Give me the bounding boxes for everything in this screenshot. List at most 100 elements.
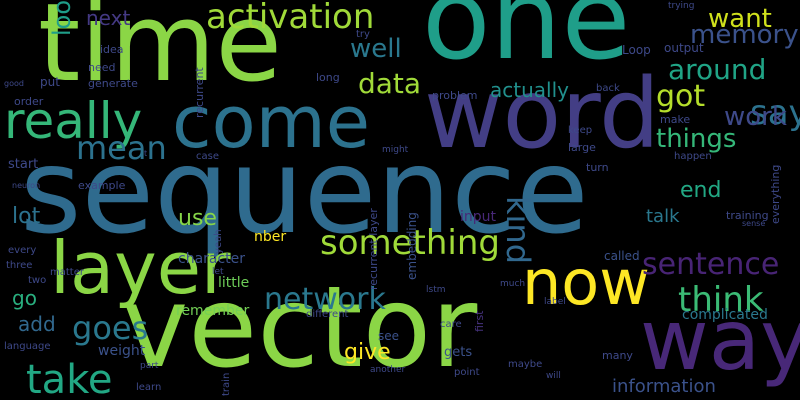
cloud-word: three xyxy=(6,260,33,271)
cloud-word: language xyxy=(4,341,51,352)
cloud-word: start xyxy=(8,157,39,172)
cloud-word: data xyxy=(358,67,422,100)
cloud-word: output xyxy=(664,41,704,55)
cloud-word: way xyxy=(640,291,800,389)
cloud-word: train xyxy=(221,372,232,396)
cloud-word: t xyxy=(144,149,148,158)
cloud-word: put xyxy=(40,75,60,89)
cloud-word: another xyxy=(370,365,406,375)
cloud-word: part xyxy=(140,361,159,371)
cloud-word: character xyxy=(178,251,246,267)
cloud-word: many xyxy=(602,349,633,362)
cloud-word: weight xyxy=(98,343,146,359)
cloud-word: want xyxy=(708,4,772,34)
cloud-word: add xyxy=(18,312,56,336)
cloud-word: lstm xyxy=(426,285,446,295)
cloud-word: everything xyxy=(769,164,782,224)
cloud-word: embedding xyxy=(405,212,419,280)
cloud-word: label xyxy=(544,297,566,307)
cloud-word: point xyxy=(454,367,480,378)
cloud-word: lot xyxy=(12,204,41,229)
cloud-word: goes xyxy=(72,309,149,347)
cloud-word: network xyxy=(264,282,386,317)
cloud-word: think xyxy=(678,280,764,320)
cloud-word: memory xyxy=(690,20,799,50)
cloud-word: word xyxy=(424,58,660,170)
cloud-word: idea xyxy=(100,43,124,56)
cloud-word: first xyxy=(473,310,486,333)
cloud-word: learn xyxy=(136,382,162,393)
cloud-word: say xyxy=(750,93,800,133)
cloud-word: give xyxy=(344,340,391,365)
cloud-word: use xyxy=(178,206,217,231)
cloud-word: recurrent layer xyxy=(367,208,380,290)
cloud-word: go xyxy=(12,286,37,310)
cloud-word: sentence xyxy=(642,247,780,282)
cloud-word: layer xyxy=(50,226,231,310)
cloud-word: really xyxy=(4,92,143,150)
cloud-word: now xyxy=(522,246,650,319)
cloud-word: well xyxy=(350,34,402,64)
cloud-word: look xyxy=(48,0,76,36)
cloud-word: actually xyxy=(490,78,569,102)
cloud-word: sequence xyxy=(20,122,589,260)
cloud-word: next xyxy=(86,6,131,30)
cloud-word: work xyxy=(724,102,787,132)
cloud-word: vector xyxy=(122,263,478,393)
cloud-word: generate xyxy=(88,77,138,90)
cloud-word: nber xyxy=(254,229,287,245)
cloud-word: remember xyxy=(176,303,250,319)
cloud-word: input xyxy=(460,209,497,225)
cloud-word: let xyxy=(212,267,224,277)
cloud-word: yeah xyxy=(213,229,224,254)
cloud-word: time xyxy=(38,0,283,106)
cloud-word: take xyxy=(26,357,113,400)
cloud-word: case xyxy=(196,151,219,162)
cloud-word: much xyxy=(500,279,526,289)
cloud-word: one xyxy=(422,0,631,85)
cloud-word: got xyxy=(656,79,706,114)
cloud-word: maybe xyxy=(508,359,543,370)
cloud-word: come xyxy=(172,80,371,164)
cloud-word: long xyxy=(316,71,340,84)
cloud-word: will xyxy=(546,371,561,381)
cloud-word: kind xyxy=(499,196,537,265)
cloud-word: back xyxy=(596,83,620,94)
cloud-word: every xyxy=(8,245,37,256)
cloud-word: end xyxy=(680,178,722,203)
cloud-word: gets xyxy=(444,345,473,360)
cloud-word: need xyxy=(88,61,116,74)
cloud-word: might xyxy=(382,145,409,155)
cloud-word: see xyxy=(378,329,400,343)
cloud-word: something xyxy=(320,223,501,263)
cloud-word: try xyxy=(356,29,370,40)
cloud-word: sense xyxy=(742,219,766,228)
cloud-word: good xyxy=(4,79,24,88)
cloud-word: information xyxy=(612,376,716,397)
cloud-word: called xyxy=(604,249,640,263)
cloud-word: example xyxy=(78,179,126,192)
cloud-word: mean xyxy=(76,129,167,167)
cloud-word: neuron xyxy=(12,181,41,190)
cloud-word: make xyxy=(660,113,691,126)
cloud-word: things xyxy=(656,124,737,154)
cloud-word: complicated xyxy=(682,307,768,323)
cloud-word: large xyxy=(568,141,596,154)
cloud-word: Loop xyxy=(622,43,651,57)
cloud-word: order xyxy=(14,95,44,108)
cloud-word: keep xyxy=(568,125,593,136)
cloud-word: care xyxy=(440,319,462,330)
cloud-word: happen xyxy=(674,151,712,162)
cloud-word: talk xyxy=(646,206,680,227)
cloud-word: trying xyxy=(668,1,695,11)
cloud-word: two xyxy=(28,275,47,286)
cloud-word: little xyxy=(218,275,250,291)
cloud-word: different xyxy=(306,309,349,320)
cloud-word: activation xyxy=(206,0,375,37)
cloud-word: problem xyxy=(432,89,478,102)
cloud-word: training xyxy=(726,209,769,222)
cloud-word: matter xyxy=(50,267,84,278)
cloud-word: turn xyxy=(586,161,609,174)
cloud-word: around xyxy=(668,53,767,86)
